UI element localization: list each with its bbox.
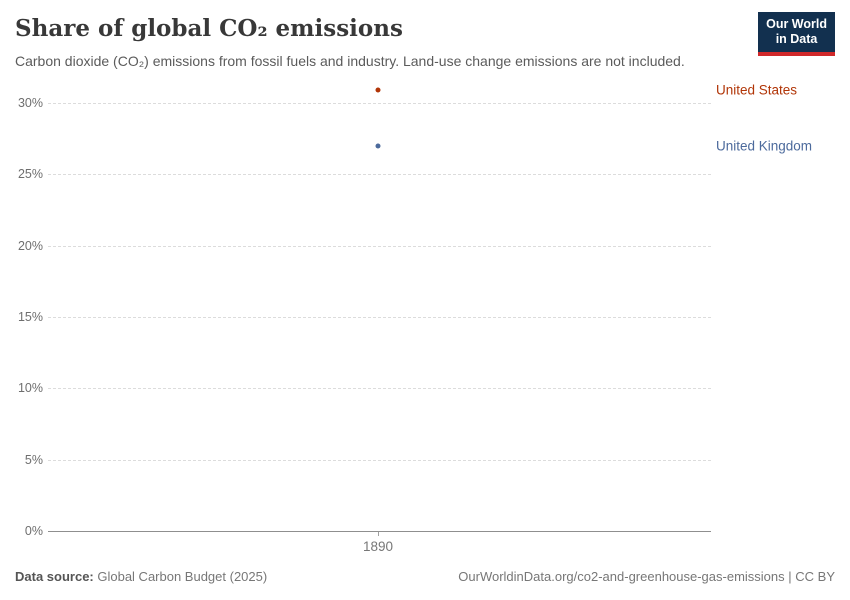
data-point-united-states[interactable] bbox=[375, 87, 381, 93]
gridline bbox=[48, 103, 711, 104]
owid-logo-line1: Our World bbox=[766, 17, 827, 31]
data-source-value: Global Carbon Budget (2025) bbox=[93, 569, 268, 584]
gridline bbox=[48, 317, 711, 318]
owid-logo-line2: in Data bbox=[775, 32, 818, 46]
gridline bbox=[48, 388, 711, 390]
chart-subtitle: Carbon dioxide (CO₂) emissions from foss… bbox=[15, 53, 685, 69]
y-axis-tick-label: 0% bbox=[24, 524, 43, 538]
footer-separator: | bbox=[784, 569, 796, 584]
owid-logo[interactable]: Our World in Data bbox=[758, 12, 835, 56]
y-axis-tick-label: 20% bbox=[17, 238, 43, 253]
entity-label-united-kingdom[interactable]: United Kingdom bbox=[716, 138, 813, 154]
license-label: CC BY bbox=[795, 569, 835, 584]
x-axis-line bbox=[48, 531, 711, 532]
footer-attribution: OurWorldinData.org/co2-and-greenhouse-ga… bbox=[458, 569, 835, 584]
owid-url-link[interactable]: OurWorldinData.org/co2-and-greenhouse-ga… bbox=[458, 569, 785, 584]
gridline bbox=[48, 459, 711, 461]
x-axis-tick-label: 1890 bbox=[362, 539, 394, 554]
x-axis-tick-mark bbox=[378, 531, 379, 536]
data-source-label: Data source: bbox=[15, 569, 94, 584]
y-axis-tick-label: 25% bbox=[17, 167, 43, 182]
chart-title: Share of global CO₂ emissions bbox=[15, 15, 403, 42]
data-source-note: Data source: Global Carbon Budget (2025) bbox=[15, 569, 267, 584]
y-axis-tick-label: 15% bbox=[17, 310, 43, 324]
gridline bbox=[48, 174, 711, 176]
entity-label-united-states[interactable]: United States bbox=[716, 82, 798, 98]
y-axis-tick-label: 30% bbox=[17, 96, 43, 110]
gridline bbox=[48, 245, 711, 247]
y-axis-tick-label: 5% bbox=[24, 452, 43, 467]
data-point-united-kingdom[interactable] bbox=[375, 143, 381, 149]
y-axis-tick-label: 10% bbox=[17, 381, 43, 396]
